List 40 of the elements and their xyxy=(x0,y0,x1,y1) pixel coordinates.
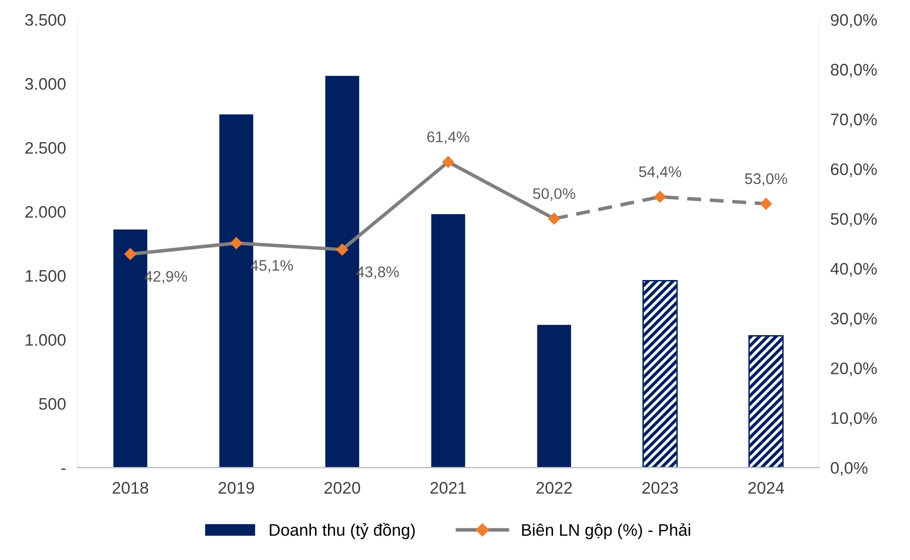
point xyxy=(230,236,242,250)
data-label: 53,0% xyxy=(744,173,788,186)
y-tick-label: 500 xyxy=(39,398,66,410)
y2-tick-label: 40,0% xyxy=(830,262,877,277)
x-tick-label: 2019 xyxy=(218,482,254,494)
data-label: 61,4% xyxy=(427,131,470,144)
y-tick-label: 2.500 xyxy=(25,142,66,154)
y2-tick-label: 20,0% xyxy=(830,362,877,376)
bar xyxy=(431,214,466,468)
point xyxy=(760,198,772,210)
legend-label: Doanh thu (tỷ đồng) xyxy=(270,522,415,540)
point xyxy=(654,190,666,204)
x-tick-label: 2024 xyxy=(748,482,784,494)
y-tick-label: 1.500 xyxy=(26,270,66,282)
bar xyxy=(537,324,572,468)
y2-tick-label: 0,0% xyxy=(830,462,868,476)
x-tick-label: 2022 xyxy=(536,482,572,494)
y2-tick-label: 90,0% xyxy=(830,14,877,28)
point xyxy=(336,243,348,256)
data-label: 50,0% xyxy=(533,188,576,201)
y-tick-label: 2.000 xyxy=(25,206,66,218)
x-tick-label: 2023 xyxy=(642,482,678,494)
y2-tick-label: 60,0% xyxy=(830,163,877,178)
y2-tick-label: 80,0% xyxy=(830,64,877,78)
legend-label: Biên LN gộp (%) - Phải xyxy=(522,523,690,540)
y-tick-label: 1.000 xyxy=(26,334,66,346)
y-tick-label: - xyxy=(61,468,66,470)
point xyxy=(548,212,560,225)
x-tick-label: 2018 xyxy=(112,482,148,494)
y2-tick-label: 50,0% xyxy=(830,213,877,227)
y2-tick-label: 70,0% xyxy=(830,114,877,128)
data-label: 54,4% xyxy=(639,166,682,179)
x-tick-label: 2020 xyxy=(324,482,360,494)
x-tick-label: 2021 xyxy=(430,482,466,494)
y-tick-label: 3.000 xyxy=(25,78,66,90)
point xyxy=(442,156,454,168)
y2-tick-label: 30,0% xyxy=(830,312,877,326)
point xyxy=(124,248,137,260)
y-tick-label: 3.500 xyxy=(25,14,66,26)
y2-tick-label: 10,0% xyxy=(831,412,877,426)
